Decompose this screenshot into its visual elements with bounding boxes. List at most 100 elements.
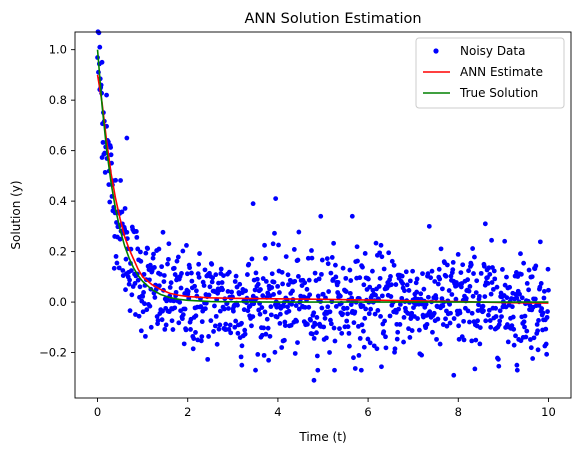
noisy-data-point bbox=[340, 265, 346, 271]
noisy-data-point bbox=[193, 330, 198, 335]
noisy-data-point bbox=[273, 196, 279, 201]
legend-label: ANN Estimate bbox=[460, 65, 543, 79]
noisy-data-point bbox=[536, 318, 541, 323]
noisy-data-point bbox=[461, 318, 466, 324]
noisy-data-point bbox=[414, 276, 420, 282]
x-tick-label: 4 bbox=[274, 405, 281, 419]
noisy-data-point bbox=[239, 362, 245, 368]
noisy-data-point bbox=[185, 289, 191, 294]
noisy-data-point bbox=[242, 331, 248, 337]
noisy-data-point bbox=[347, 267, 353, 273]
noisy-data-point bbox=[543, 326, 549, 332]
noisy-data-point bbox=[178, 285, 184, 291]
noisy-data-point bbox=[545, 309, 550, 314]
noisy-data-point bbox=[544, 314, 550, 320]
noisy-data-point bbox=[134, 234, 140, 240]
noisy-data-point bbox=[356, 353, 362, 358]
noisy-data-point bbox=[530, 356, 536, 361]
noisy-data-point bbox=[324, 256, 330, 262]
noisy-data-point bbox=[265, 325, 271, 331]
noisy-data-point bbox=[116, 265, 122, 271]
noisy-data-point bbox=[470, 293, 476, 299]
noisy-data-point bbox=[346, 330, 352, 336]
noisy-data-point bbox=[148, 324, 154, 330]
noisy-data-point bbox=[504, 274, 509, 280]
noisy-data-point bbox=[282, 337, 287, 343]
noisy-data-point bbox=[496, 322, 502, 328]
noisy-data-point bbox=[522, 313, 528, 319]
noisy-data-point bbox=[235, 330, 241, 336]
noisy-data-point bbox=[436, 266, 442, 272]
y-tick-label: 0.8 bbox=[49, 93, 67, 107]
noisy-data-point bbox=[538, 281, 544, 286]
noisy-data-point bbox=[309, 248, 314, 253]
noisy-data-point bbox=[292, 278, 298, 284]
noisy-data-point bbox=[206, 292, 212, 298]
noisy-data-point bbox=[476, 302, 481, 308]
noisy-data-point bbox=[124, 229, 130, 235]
noisy-data-point bbox=[535, 347, 541, 353]
noisy-data-point bbox=[133, 312, 138, 317]
noisy-data-point bbox=[437, 341, 443, 347]
noisy-data-point bbox=[114, 260, 120, 266]
noisy-data-point bbox=[532, 296, 538, 302]
noisy-data-point bbox=[511, 326, 517, 332]
noisy-data-point bbox=[155, 318, 161, 323]
noisy-data-point bbox=[427, 309, 433, 315]
noisy-data-point bbox=[468, 262, 474, 268]
noisy-data-point bbox=[381, 329, 387, 335]
noisy-data-point bbox=[379, 254, 385, 260]
noisy-data-point bbox=[403, 269, 409, 275]
noisy-data-point bbox=[454, 283, 460, 288]
noisy-data-point bbox=[233, 273, 239, 279]
noisy-data-point bbox=[373, 240, 379, 246]
noisy-data-point bbox=[409, 328, 415, 333]
noisy-data-point bbox=[239, 320, 244, 326]
noisy-data-point bbox=[467, 284, 473, 289]
noisy-data-point bbox=[440, 322, 446, 327]
noisy-data-point bbox=[119, 209, 125, 215]
noisy-data-point bbox=[97, 44, 103, 50]
noisy-data-point bbox=[107, 199, 113, 205]
noisy-data-point bbox=[239, 343, 245, 349]
noisy-data-point bbox=[327, 309, 333, 315]
noisy-data-point bbox=[352, 366, 358, 371]
noisy-data-point bbox=[337, 326, 342, 332]
noisy-data-point bbox=[262, 242, 267, 248]
noisy-data-point bbox=[214, 341, 220, 347]
noisy-data-point bbox=[237, 281, 243, 287]
noisy-data-point bbox=[314, 353, 320, 359]
noisy-data-point bbox=[509, 304, 515, 310]
noisy-data-point bbox=[174, 258, 180, 264]
noisy-data-point bbox=[339, 330, 345, 336]
noisy-data-point bbox=[486, 312, 491, 318]
noisy-data-point bbox=[357, 336, 363, 341]
noisy-data-point bbox=[502, 238, 508, 244]
noisy-data-point bbox=[523, 334, 529, 340]
noisy-data-point bbox=[242, 327, 248, 333]
noisy-data-point bbox=[399, 295, 405, 301]
noisy-data-point bbox=[400, 281, 406, 286]
noisy-data-point bbox=[274, 304, 280, 310]
noisy-data-point bbox=[311, 336, 317, 341]
noisy-data-point bbox=[309, 331, 315, 337]
noisy-data-point bbox=[161, 273, 167, 278]
noisy-data-point bbox=[398, 301, 403, 307]
noisy-data-point bbox=[156, 283, 162, 289]
true-solution-line bbox=[96, 49, 549, 303]
noisy-data-point bbox=[167, 285, 173, 290]
noisy-data-point bbox=[376, 284, 382, 289]
noisy-data-point bbox=[461, 337, 467, 343]
noisy-data-point bbox=[435, 316, 441, 322]
noisy-data-point bbox=[378, 313, 383, 319]
noisy-data-point bbox=[344, 305, 350, 311]
noisy-data-point bbox=[392, 346, 398, 352]
noisy-data-point bbox=[348, 278, 354, 283]
noisy-data-point bbox=[180, 316, 185, 322]
noisy-data-point bbox=[302, 304, 308, 310]
noisy-data-point bbox=[171, 298, 177, 304]
noisy-data-point bbox=[331, 240, 337, 246]
noisy-data-point bbox=[329, 255, 335, 260]
noisy-data-point bbox=[481, 308, 486, 314]
noisy-data-point bbox=[446, 288, 452, 293]
